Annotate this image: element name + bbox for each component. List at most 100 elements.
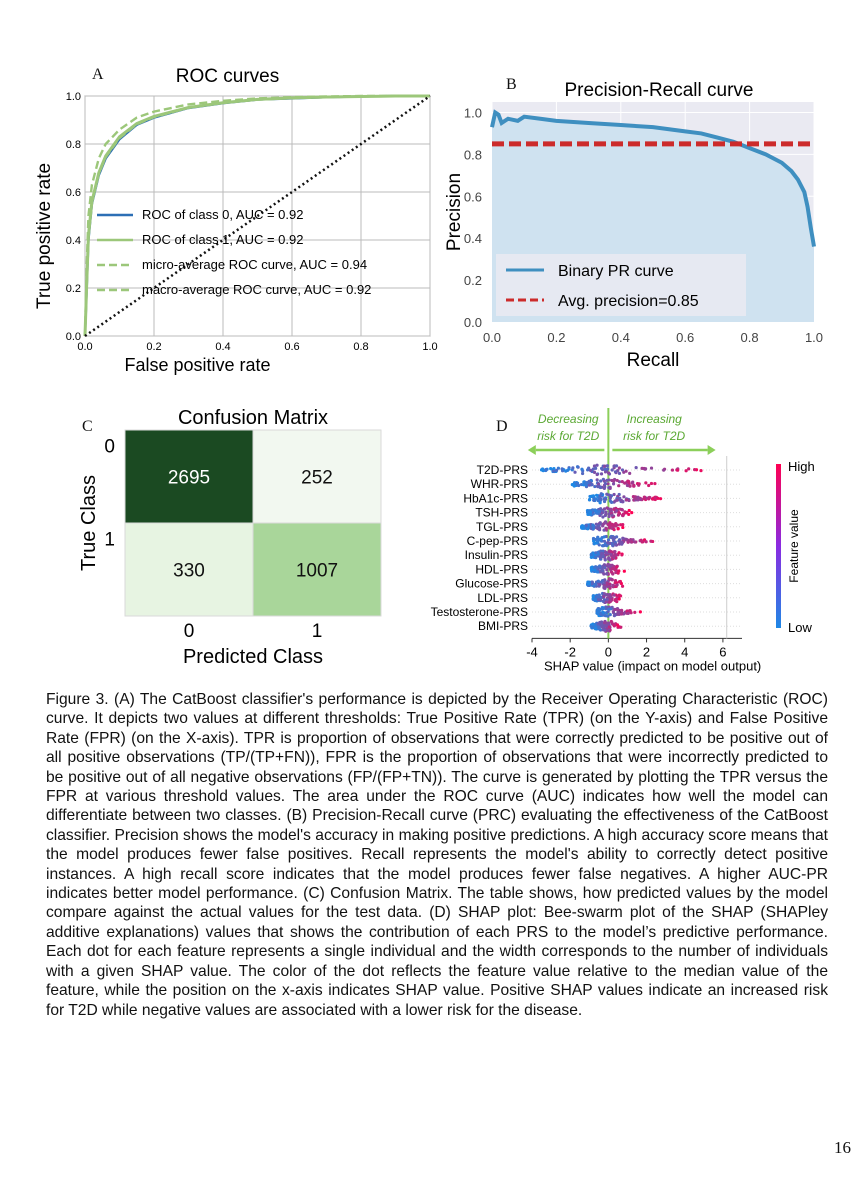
shap-colorbar <box>776 464 781 628</box>
shap-dot <box>617 466 621 470</box>
shap-dot <box>591 523 595 527</box>
shap-dot <box>551 469 556 473</box>
shap-dot <box>611 482 616 486</box>
shap-dot <box>687 467 691 471</box>
roc-x-axis-label: False positive rate <box>124 355 270 375</box>
shap-dot <box>693 467 697 472</box>
shap-dot <box>592 539 596 543</box>
shap-feature-label: HDL-PRS <box>475 562 528 576</box>
shap-dot <box>628 609 632 613</box>
shap-dot <box>595 510 599 514</box>
shap-dot <box>595 594 599 598</box>
shap-feature-label: BMI-PRS <box>478 619 528 633</box>
shap-dot <box>650 497 655 501</box>
shap-dot <box>611 543 615 547</box>
roc-legend-label-3: macro-average ROC curve, AUC = 0.92 <box>142 282 371 297</box>
shap-dot <box>608 598 613 602</box>
shap-dot <box>591 508 595 512</box>
shap-dot <box>608 586 612 590</box>
shap-dot <box>613 549 617 554</box>
shap-dot <box>598 564 602 568</box>
shap-dot <box>626 479 630 483</box>
shap-dot <box>598 598 603 602</box>
shap-dot <box>596 610 601 614</box>
cm-x-tick-label: 1 <box>312 621 323 642</box>
shap-dot <box>603 628 607 632</box>
pr-x-tick-label: 0.4 <box>612 330 630 345</box>
panel-letter-c: C <box>82 418 93 435</box>
shap-dot <box>591 527 595 531</box>
shap-dot <box>607 525 612 530</box>
shap-dot <box>594 551 598 555</box>
shap-dot <box>634 466 638 470</box>
shap-dot <box>600 569 604 573</box>
roc-legend-label-1: ROC of class 1, AUC = 0.92 <box>142 232 303 247</box>
shap-dot <box>618 496 622 500</box>
roc-x-tick-label: 0.4 <box>215 341 230 353</box>
shap-dot <box>592 568 596 572</box>
shap-dot <box>623 481 627 485</box>
shap-dot <box>624 511 628 515</box>
shap-dot <box>637 482 641 486</box>
cm-x-axis-label: Predicted Class <box>183 646 323 668</box>
shap-dot <box>640 466 644 470</box>
shap-arrowhead-left <box>527 445 536 455</box>
cm-y-tick-label: 1 <box>104 530 115 551</box>
shap-arrowhead-right <box>707 445 716 455</box>
shap-dot <box>625 609 629 613</box>
shap-dot <box>653 481 657 486</box>
shap-dot <box>593 626 597 630</box>
shap-dot <box>612 523 617 527</box>
shap-dot <box>596 482 601 486</box>
shap-dot <box>597 625 601 630</box>
roc-x-tick-label: 0.0 <box>77 341 92 353</box>
shap-dot <box>620 480 624 484</box>
shap-dot <box>613 607 618 612</box>
figure-caption: Figure 3. (A) The CatBoost classifier's … <box>46 691 828 1019</box>
shap-dot <box>644 481 648 485</box>
shap-dot <box>590 582 594 586</box>
roc-x-tick-label: 1.0 <box>422 341 437 353</box>
shap-dot <box>600 544 605 548</box>
shap-dot <box>612 527 616 532</box>
shap-dot <box>658 497 663 501</box>
shap-annotation-right-line2: risk for T2D <box>623 429 685 443</box>
shap-dot <box>601 599 605 604</box>
shap-dot <box>600 625 604 629</box>
shap-dot <box>602 479 606 483</box>
shap-dot <box>639 497 643 502</box>
shap-dot <box>612 535 616 540</box>
shap-dot <box>540 467 545 471</box>
roc-y-axis-label: True positive rate <box>34 163 55 309</box>
shap-feature-label: Glucose-PRS <box>455 577 528 591</box>
page-number: 16 <box>834 1138 851 1157</box>
shap-x-tick-label: -2 <box>564 644 576 659</box>
pr-legend-label-1: Avg. precision=0.85 <box>558 293 699 310</box>
shap-dot <box>576 483 580 487</box>
cm-cell <box>252 429 382 524</box>
shap-dot <box>552 466 556 471</box>
shap-dot <box>597 543 601 547</box>
shap-x-tick-label: 4 <box>681 644 688 659</box>
shap-dot <box>581 471 585 476</box>
pr-title: Precision-Recall curve <box>564 80 753 101</box>
shap-dot <box>622 470 626 474</box>
shap-dot <box>591 536 596 541</box>
shap-dot <box>602 585 606 589</box>
shap-dot <box>598 555 603 559</box>
shap-dot <box>598 522 602 526</box>
shap-dot <box>613 612 617 617</box>
shap-dot <box>602 507 607 511</box>
roc-series-line-2 <box>83 94 430 337</box>
shap-feature-label: C-pep-PRS <box>467 534 528 548</box>
shap-dot <box>603 520 608 524</box>
shap-dot <box>662 468 666 472</box>
shap-dot <box>608 521 612 525</box>
shap-dot <box>599 492 603 496</box>
shap-dot <box>592 470 597 474</box>
shap-dot <box>615 583 619 587</box>
shap-dot <box>614 553 618 557</box>
shap-dot <box>615 565 619 569</box>
shap-dot <box>616 624 620 628</box>
cm-y-axis-label: True Class <box>78 475 100 571</box>
